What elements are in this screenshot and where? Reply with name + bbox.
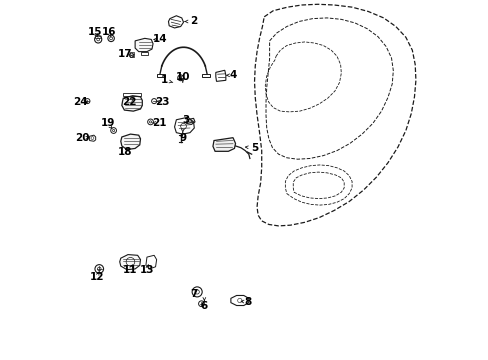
- Text: 21: 21: [152, 118, 166, 128]
- Polygon shape: [212, 138, 235, 151]
- Text: 12: 12: [89, 272, 104, 282]
- Text: 23: 23: [155, 97, 170, 107]
- Text: 8: 8: [244, 297, 251, 307]
- Text: 11: 11: [123, 265, 138, 275]
- Text: 22: 22: [122, 97, 136, 107]
- Text: 17: 17: [118, 49, 132, 59]
- Text: 2: 2: [189, 17, 197, 27]
- Text: 18: 18: [118, 147, 132, 157]
- Text: 15: 15: [87, 27, 102, 37]
- Text: 1: 1: [161, 75, 168, 85]
- Text: 14: 14: [153, 35, 167, 44]
- Text: 9: 9: [179, 133, 186, 143]
- Text: 6: 6: [200, 301, 207, 311]
- Text: 4: 4: [229, 70, 236, 80]
- Text: 7: 7: [190, 289, 198, 299]
- Polygon shape: [122, 96, 142, 111]
- Text: 13: 13: [140, 265, 154, 275]
- Polygon shape: [135, 39, 153, 51]
- Polygon shape: [121, 134, 140, 149]
- Text: 24: 24: [73, 97, 87, 107]
- Text: 10: 10: [175, 72, 190, 82]
- Text: 5: 5: [250, 143, 258, 153]
- Text: 20: 20: [75, 133, 89, 143]
- Text: 19: 19: [100, 118, 115, 128]
- Polygon shape: [120, 255, 140, 270]
- Text: 3: 3: [183, 115, 190, 125]
- Text: 16: 16: [102, 27, 116, 37]
